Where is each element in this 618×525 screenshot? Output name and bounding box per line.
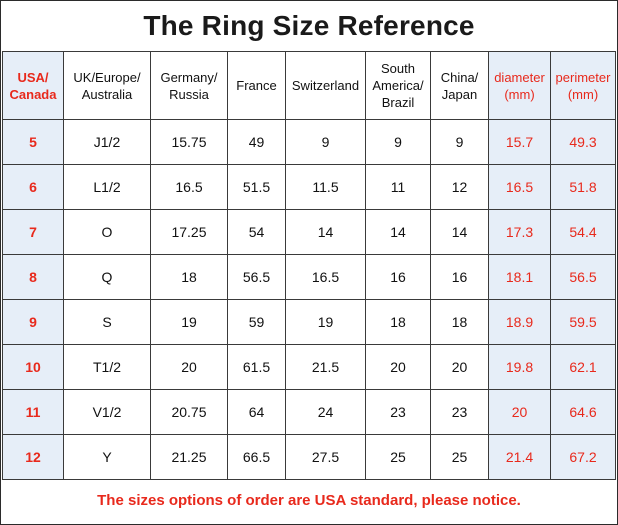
switzerland-size-cell: 19: [285, 299, 366, 345]
france-size-cell: 54: [227, 209, 286, 255]
france-size-cell: 66.5: [227, 434, 286, 480]
switzerland-size-cell: 9: [285, 119, 366, 165]
table-row: 5 J1/2 15.75 49 9 9 9 15.7 49.3: [2, 119, 616, 165]
header-uk-europe-australia: UK/Europe/ Australia: [63, 51, 151, 120]
perimeter-mm-cell: 56.5: [550, 254, 616, 300]
switzerland-size-cell: 11.5: [285, 164, 366, 210]
diameter-mm-cell: 19.8: [488, 344, 551, 390]
germany-size-cell: 19: [150, 299, 228, 345]
diameter-mm-cell: 17.3: [488, 209, 551, 255]
table-row: 11 V1/2 20.75 64 24 23 23 20 64.6: [2, 389, 616, 435]
table-body: 5 J1/2 15.75 49 9 9 9 15.7 49.3 6 L1/2 16.5 51.5 11.5…: [2, 119, 616, 480]
table-row: 12 Y 21.25 66.5 27.5 25 25 21.4 67.2: [2, 434, 616, 480]
france-size-cell: 64: [227, 389, 286, 435]
china-japan-size-cell: 18: [430, 299, 489, 345]
table-row: 7 O 17.25 54 14 14 14 17.3 54.4: [2, 209, 616, 255]
header-france: France: [227, 51, 286, 120]
brazil-size-cell: 23: [365, 389, 431, 435]
usa-standard-notice: The sizes options of order are USA stand…: [97, 491, 521, 509]
perimeter-mm-cell: 54.4: [550, 209, 616, 255]
table-row: 8 Q 18 56.5 16.5 16 16 18.1 56.5: [2, 254, 616, 300]
chart-title: The Ring Size Reference: [143, 10, 475, 41]
header-perimeter: perimeter (mm): [550, 51, 616, 120]
diameter-mm-cell: 18.1: [488, 254, 551, 300]
perimeter-mm-cell: 64.6: [550, 389, 616, 435]
france-size-cell: 56.5: [227, 254, 286, 300]
diameter-mm-cell: 18.9: [488, 299, 551, 345]
usa-size-cell: 5: [2, 119, 64, 165]
china-japan-size-cell: 20: [430, 344, 489, 390]
diameter-mm-cell: 16.5: [488, 164, 551, 210]
china-japan-size-cell: 16: [430, 254, 489, 300]
switzerland-size-cell: 27.5: [285, 434, 366, 480]
france-size-cell: 49: [227, 119, 286, 165]
brazil-size-cell: 18: [365, 299, 431, 345]
perimeter-mm-cell: 49.3: [550, 119, 616, 165]
diameter-mm-cell: 20: [488, 389, 551, 435]
china-japan-size-cell: 14: [430, 209, 489, 255]
header-usa-canada: USA/ Canada: [2, 51, 64, 120]
header-south-america-brazil: South America/ Brazil: [365, 51, 431, 120]
brazil-size-cell: 25: [365, 434, 431, 480]
table-row: 6 L1/2 16.5 51.5 11.5 11 12 16.5 51.8: [2, 164, 616, 210]
uk-size-cell: J1/2: [63, 119, 151, 165]
brazil-size-cell: 16: [365, 254, 431, 300]
germany-size-cell: 18: [150, 254, 228, 300]
germany-size-cell: 20: [150, 344, 228, 390]
header-diameter: diameter (mm): [488, 51, 551, 120]
uk-size-cell: L1/2: [63, 164, 151, 210]
header-row: USA/ Canada UK/Europe/ Australia Germany…: [2, 51, 616, 120]
uk-size-cell: S: [63, 299, 151, 345]
germany-size-cell: 20.75: [150, 389, 228, 435]
header-switzerland: Switzerland: [285, 51, 366, 120]
uk-size-cell: V1/2: [63, 389, 151, 435]
france-size-cell: 61.5: [227, 344, 286, 390]
usa-size-cell: 6: [2, 164, 64, 210]
usa-size-cell: 7: [2, 209, 64, 255]
france-size-cell: 59: [227, 299, 286, 345]
perimeter-mm-cell: 62.1: [550, 344, 616, 390]
table-row: 9 S 19 59 19 18 18 18.9 59.5: [2, 299, 616, 345]
perimeter-mm-cell: 67.2: [550, 434, 616, 480]
ring-size-table: USA/ Canada UK/Europe/ Australia Germany…: [2, 51, 616, 480]
china-japan-size-cell: 25: [430, 434, 489, 480]
uk-size-cell: O: [63, 209, 151, 255]
switzerland-size-cell: 24: [285, 389, 366, 435]
brazil-size-cell: 20: [365, 344, 431, 390]
usa-size-cell: 9: [2, 299, 64, 345]
diameter-mm-cell: 21.4: [488, 434, 551, 480]
perimeter-mm-cell: 51.8: [550, 164, 616, 210]
brazil-size-cell: 14: [365, 209, 431, 255]
usa-size-cell: 11: [2, 389, 64, 435]
usa-size-cell: 8: [2, 254, 64, 300]
header-germany-russia: Germany/ Russia: [150, 51, 228, 120]
china-japan-size-cell: 9: [430, 119, 489, 165]
germany-size-cell: 15.75: [150, 119, 228, 165]
china-japan-size-cell: 23: [430, 389, 489, 435]
table-row: 10 T1/2 20 61.5 21.5 20 20 19.8 62.1: [2, 344, 616, 390]
switzerland-size-cell: 21.5: [285, 344, 366, 390]
usa-size-cell: 10: [2, 344, 64, 390]
switzerland-size-cell: 16.5: [285, 254, 366, 300]
germany-size-cell: 21.25: [150, 434, 228, 480]
germany-size-cell: 16.5: [150, 164, 228, 210]
uk-size-cell: T1/2: [63, 344, 151, 390]
diameter-mm-cell: 15.7: [488, 119, 551, 165]
switzerland-size-cell: 14: [285, 209, 366, 255]
header-china-japan: China/ Japan: [430, 51, 489, 120]
perimeter-mm-cell: 59.5: [550, 299, 616, 345]
france-size-cell: 51.5: [227, 164, 286, 210]
uk-size-cell: Y: [63, 434, 151, 480]
brazil-size-cell: 9: [365, 119, 431, 165]
usa-size-cell: 12: [2, 434, 64, 480]
china-japan-size-cell: 12: [430, 164, 489, 210]
germany-size-cell: 17.25: [150, 209, 228, 255]
brazil-size-cell: 11: [365, 164, 431, 210]
uk-size-cell: Q: [63, 254, 151, 300]
